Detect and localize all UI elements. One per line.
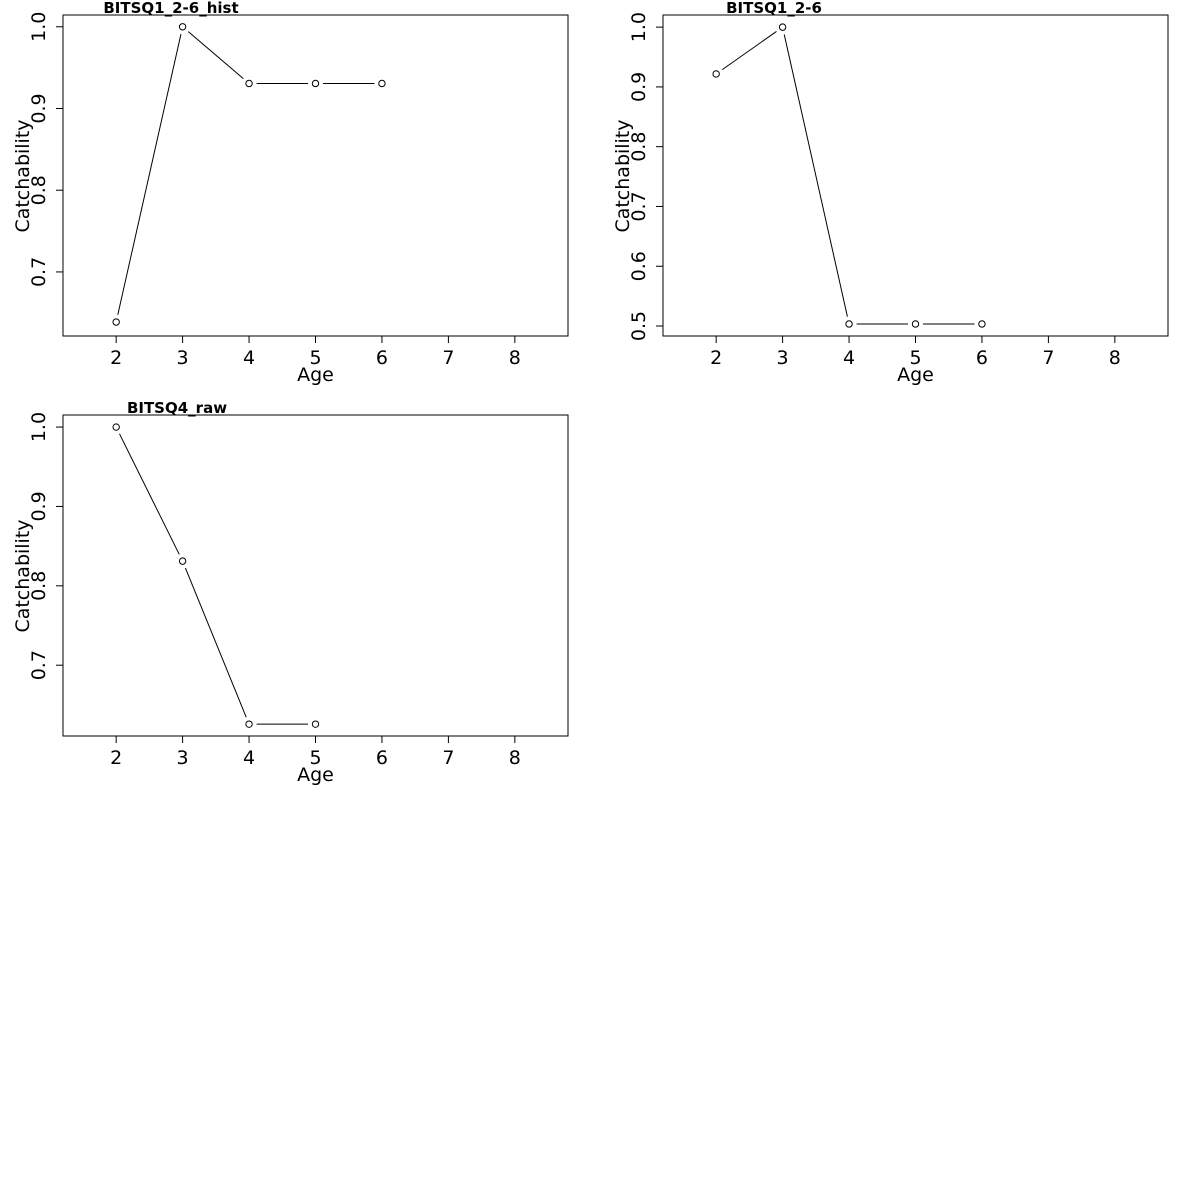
series-line-segment (187, 31, 244, 79)
x-tick-label: 8 (1109, 347, 1121, 369)
x-tick-label: 7 (442, 347, 454, 369)
series-line-segment (783, 34, 848, 317)
x-tick-label: 5 (309, 747, 321, 769)
data-point (311, 79, 320, 88)
data-point (178, 557, 187, 565)
x-tick-label: 2 (110, 747, 122, 769)
x-tick-label: 5 (309, 347, 321, 369)
plot-frame (662, 14, 1169, 337)
x-axis-label: Age (297, 364, 334, 386)
x-tick-label: 3 (177, 747, 189, 769)
y-tick-label: 0.6 (628, 251, 650, 281)
y-tick-label: 1.0 (28, 12, 50, 42)
data-point (112, 423, 120, 431)
y-tick-label: 0.9 (28, 93, 50, 123)
data-point (845, 320, 853, 328)
x-tick-label: 5 (909, 347, 921, 369)
y-tick-label: 0.9 (28, 491, 50, 521)
x-tick-label: 3 (177, 347, 189, 369)
series-line-segment (184, 567, 247, 718)
x-tick-label: 8 (509, 747, 521, 769)
y-tick-label: 0.5 (628, 311, 650, 341)
plot-frame (62, 414, 569, 737)
y-tick-label: 0.9 (628, 72, 650, 102)
x-tick-label: 4 (243, 747, 255, 769)
panel-3: BITSQ4_raw 2 3 4 5 6 7 8 0.7 0.8 0.9 1.0 Age Catchabi… (12, 399, 569, 786)
x-tick-label: 8 (509, 347, 521, 369)
data-point (978, 320, 986, 328)
data-point (112, 318, 120, 326)
x-tick-label: 6 (376, 347, 388, 369)
data-point (245, 79, 253, 88)
x-tick-label: 6 (376, 747, 388, 769)
y-tick-label: 0.8 (28, 175, 50, 205)
x-tick-label: 7 (442, 747, 454, 769)
data-point (911, 320, 920, 328)
series-line-segment (117, 33, 182, 315)
x-tick-label: 7 (1042, 347, 1054, 369)
panel-2: BITSQ1_2-6 2 3 4 5 6 7 8 0.5 0.6 0.7 0.8 0.9 1.0 Age Ca… (612, 0, 1169, 386)
x-tick-label: 2 (710, 347, 722, 369)
y-tick-label: 1.0 (28, 412, 50, 442)
panel-title: BITSQ1_2-6_hist (103, 0, 238, 17)
panel-title: BITSQ4_raw (127, 399, 227, 417)
x-tick-label: 2 (110, 347, 122, 369)
y-tick-label: 0.8 (28, 571, 50, 601)
y-tick-label: 0.7 (28, 257, 50, 287)
x-tick-label: 4 (843, 347, 855, 369)
x-axis-label: Age (297, 764, 334, 786)
x-tick-label: 4 (243, 347, 255, 369)
panel-title: BITSQ1_2-6 (726, 0, 822, 17)
x-tick-label: 6 (976, 347, 988, 369)
x-tick-label: 3 (777, 347, 789, 369)
data-point (378, 79, 386, 88)
y-axis-label: Catchability (612, 119, 634, 232)
data-point (712, 70, 720, 78)
y-tick-label: 0.7 (628, 191, 650, 221)
plot-frame (62, 14, 569, 337)
y-axis-label: Catchability (12, 519, 34, 632)
data-point (778, 23, 787, 31)
y-tick-label: 0.8 (628, 132, 650, 162)
series-line-segment (119, 433, 180, 555)
data-point (178, 23, 187, 31)
data-point (311, 720, 320, 728)
y-axis-label: Catchability (12, 119, 34, 232)
y-tick-label: 0.7 (28, 650, 50, 680)
series-line-segment (722, 31, 777, 71)
panel-1: BITSQ1_2-6_hist 2 3 4 5 6 7 8 0.7 0.8 0.9 1.0 Age Cat… (12, 0, 569, 386)
data-point (245, 720, 253, 728)
x-axis-label: Age (897, 364, 934, 386)
y-tick-label: 1.0 (628, 12, 650, 42)
